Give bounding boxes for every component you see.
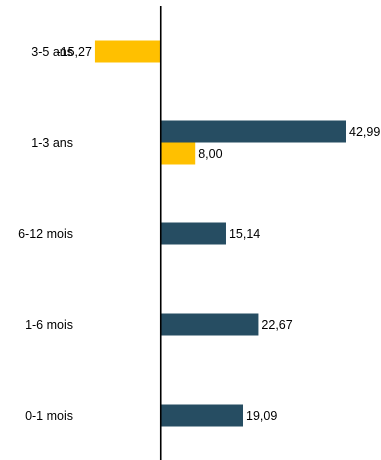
- bar: [160, 142, 196, 165]
- category-label: 1-6 mois: [25, 318, 73, 332]
- data-label: -15,27: [56, 45, 91, 59]
- data-label: 8,00: [198, 147, 222, 161]
- category-label: 3-5 ans: [31, 45, 73, 59]
- data-label: 15,14: [229, 227, 260, 241]
- bar: [160, 120, 346, 143]
- bar: [160, 222, 226, 245]
- category-label: 1-3 ans: [31, 136, 73, 150]
- bar: [160, 404, 244, 427]
- data-label: 22,67: [261, 318, 292, 332]
- bars: [94, 40, 346, 427]
- category-label: 6-12 mois: [18, 227, 73, 241]
- category-label: 0-1 mois: [25, 409, 73, 423]
- bar: [160, 313, 259, 336]
- data-label: 42,99: [349, 125, 380, 139]
- data-label: 19,09: [246, 409, 277, 423]
- bar: [94, 40, 161, 63]
- category-labels: 3-5 ans 1-3 ans 6-12 mois 1-6 mois 0-1 mois: [18, 45, 73, 423]
- value-labels: -15,27 42,99 8,00 15,14 22,67 19,09: [56, 45, 380, 423]
